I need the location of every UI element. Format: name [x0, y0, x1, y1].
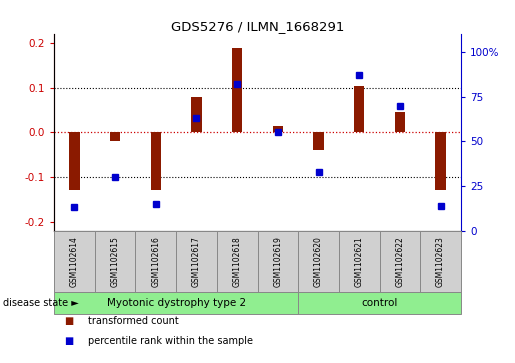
Text: GSM1102615: GSM1102615 [111, 236, 119, 287]
Bar [273, 126, 283, 132]
Bar [298, 231, 339, 292]
Bar [70, 132, 79, 191]
Bar [354, 86, 364, 132]
Text: percentile rank within the sample: percentile rank within the sample [88, 336, 252, 346]
Text: GSM1102620: GSM1102620 [314, 236, 323, 287]
Text: ■: ■ [64, 336, 74, 346]
Bar [176, 231, 217, 292]
Text: GSM1102617: GSM1102617 [192, 236, 201, 287]
Bar [436, 132, 445, 191]
Bar [420, 231, 461, 292]
Bar [314, 132, 323, 150]
Bar [258, 231, 298, 292]
Text: GSM1102616: GSM1102616 [151, 236, 160, 287]
Bar [232, 48, 242, 132]
Text: GSM1102622: GSM1102622 [396, 236, 404, 287]
Bar [95, 231, 135, 292]
Bar [298, 292, 461, 314]
Bar [110, 132, 120, 142]
Text: GSM1102614: GSM1102614 [70, 236, 79, 287]
Text: GSM1102621: GSM1102621 [355, 236, 364, 287]
Text: GSM1102623: GSM1102623 [436, 236, 445, 287]
Bar [54, 231, 95, 292]
Text: disease state ►: disease state ► [3, 298, 78, 308]
Bar [151, 132, 161, 191]
Text: control: control [362, 298, 398, 308]
Bar [339, 231, 380, 292]
Bar [380, 231, 420, 292]
Text: ■: ■ [64, 316, 74, 326]
Title: GDS5276 / ILMN_1668291: GDS5276 / ILMN_1668291 [171, 20, 344, 33]
Text: transformed count: transformed count [88, 316, 178, 326]
Bar [192, 97, 201, 132]
Text: Myotonic dystrophy type 2: Myotonic dystrophy type 2 [107, 298, 246, 308]
Bar [135, 231, 176, 292]
Bar [217, 231, 258, 292]
Text: GSM1102618: GSM1102618 [233, 236, 242, 287]
Bar [395, 113, 405, 132]
Text: GSM1102619: GSM1102619 [273, 236, 282, 287]
Bar [54, 292, 298, 314]
